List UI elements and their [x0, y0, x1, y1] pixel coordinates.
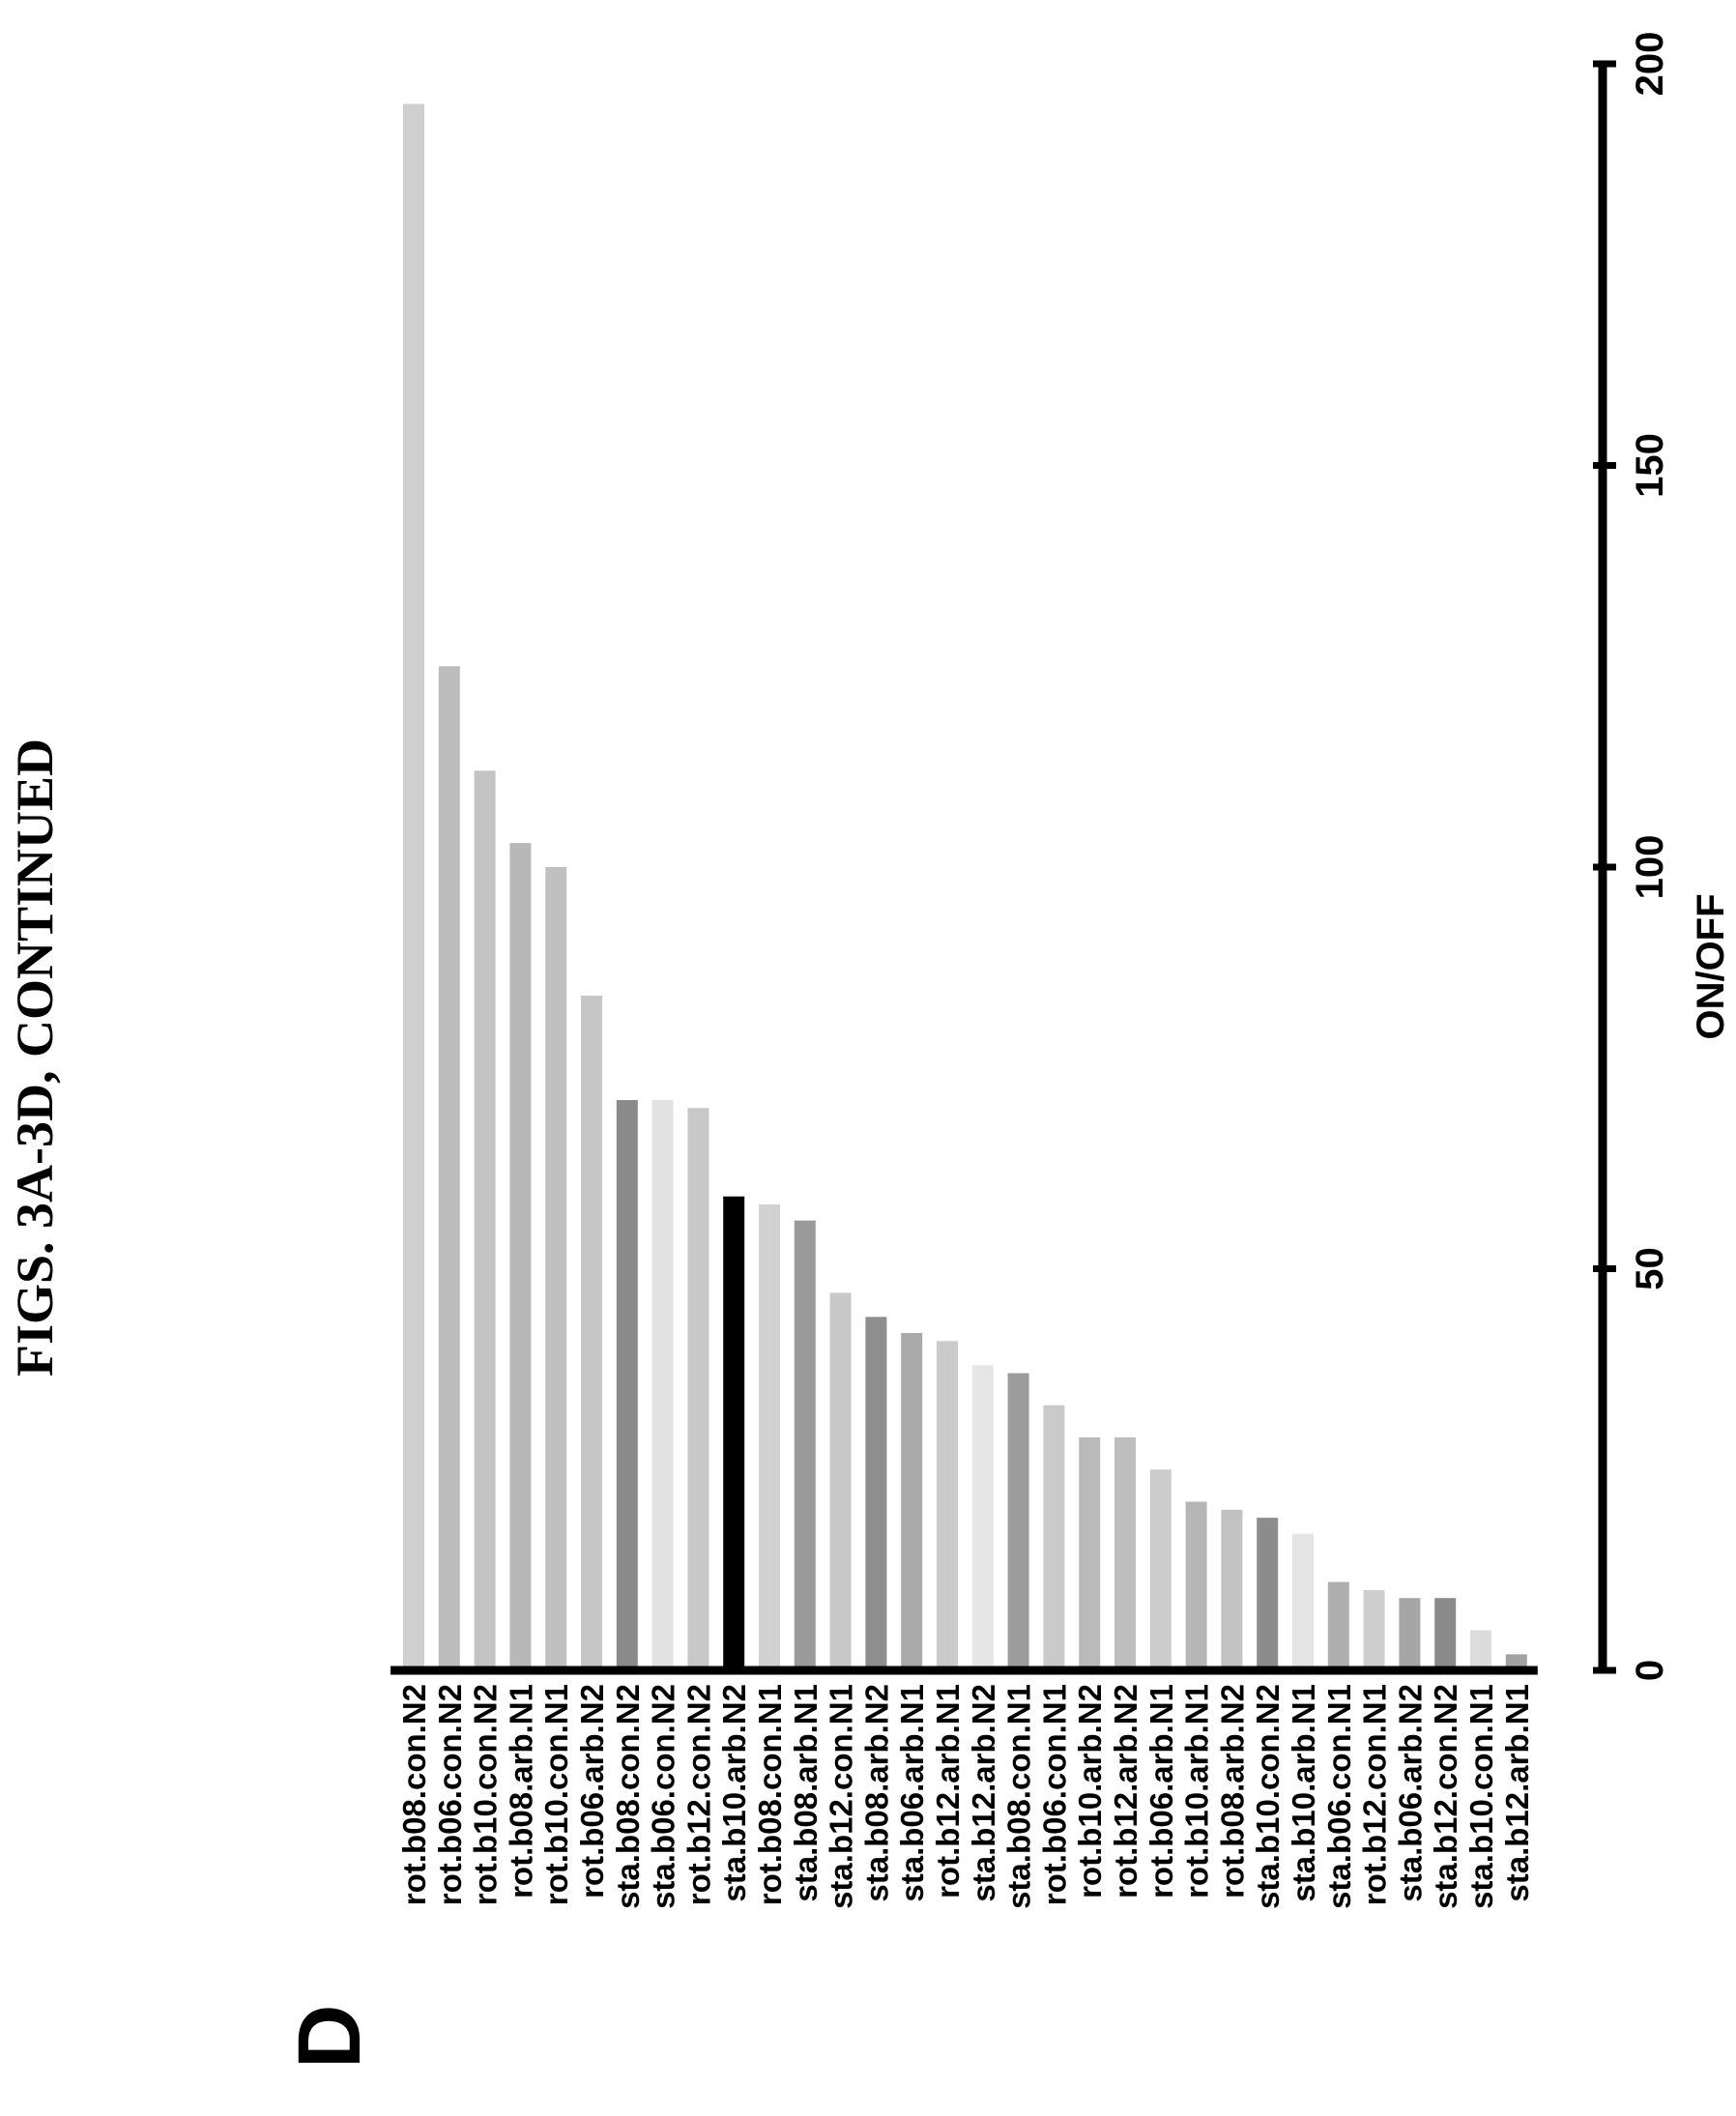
- category-label: sta.b12.con.N2: [1428, 1684, 1463, 1909]
- category-label: rot.b12.arb.N1: [930, 1684, 966, 1899]
- category-label: rot.b06.con.N1: [1036, 1684, 1072, 1905]
- category-label: sta.b10.con.N2: [1250, 1684, 1286, 1909]
- bar-rot.b10.arb.N2: [1079, 1437, 1101, 1670]
- category-label: sta.b08.arb.N1: [788, 1684, 824, 1902]
- bar-sta.b10.arb.N2: [723, 1196, 745, 1670]
- bar-sta.b08.arb.N1: [794, 1220, 816, 1670]
- bar-rot.b06.arb.N2: [581, 995, 602, 1670]
- axes-group: [391, 60, 1616, 1675]
- value-tick-label: 200: [1629, 32, 1671, 97]
- category-label: rot.b10.con.N1: [538, 1684, 574, 1905]
- value-tick-label: 0: [1629, 1660, 1671, 1681]
- category-label: sta.b10.arb.N2: [716, 1684, 752, 1902]
- category-label: sta.b06.con.N1: [1321, 1684, 1357, 1909]
- bar-sta.b08.con.N1: [1007, 1373, 1029, 1670]
- category-label: rot.b12.con.N1: [1357, 1684, 1393, 1905]
- category-label: rot.b10.arb.N2: [1072, 1684, 1108, 1899]
- category-label: rot.b12.con.N2: [680, 1684, 716, 1905]
- bar-rot.b10.con.N1: [545, 867, 567, 1670]
- value-tick-label: 150: [1629, 433, 1671, 498]
- category-label: rot.b10.arb.N1: [1179, 1684, 1215, 1899]
- bar-rot.b06.arb.N1: [1149, 1469, 1172, 1670]
- tick-labels-group: 0 50 100 150 200: [1629, 32, 1671, 1682]
- category-label: sta.b08.arb.N2: [858, 1684, 894, 1902]
- bar-rot.b06.con.N1: [1043, 1405, 1065, 1670]
- bar-sta.b12.con.N1: [829, 1292, 852, 1670]
- category-label: rot.b06.con.N2: [432, 1684, 468, 1905]
- category-labels-group: rot.b08.con.N2 rot.b06.con.N2 rot.b10.con.…: [396, 1684, 1535, 1909]
- bar-sta.b06.con.N1: [1327, 1581, 1349, 1670]
- bar-sta.b12.con.N2: [1434, 1598, 1457, 1670]
- bar-rot.b10.con.N2: [474, 770, 496, 1670]
- bar-sta.b08.con.N2: [616, 1099, 638, 1670]
- bar-sta.b10.arb.N1: [1292, 1533, 1314, 1670]
- category-label: rot.b08.con.N2: [396, 1684, 432, 1905]
- bar-rot.b08.arb.N1: [509, 843, 532, 1670]
- bar-sta.b06.con.N2: [651, 1099, 674, 1670]
- category-label: sta.b12.arb.N2: [966, 1684, 1001, 1902]
- bar-rot.b08.con.N1: [759, 1204, 780, 1670]
- bar-rot.b08.con.N2: [403, 103, 424, 1670]
- category-label: sta.b08.con.N2: [610, 1684, 646, 1909]
- bar-rot.b12.con.N2: [687, 1108, 709, 1670]
- bar-sta.b10.con.N2: [1257, 1518, 1279, 1670]
- bar-sta.b06.arb.N2: [1399, 1598, 1421, 1670]
- category-label: rot.b10.con.N2: [468, 1684, 504, 1905]
- category-label: rot.b08.arb.N1: [503, 1684, 538, 1899]
- category-label: sta.b06.con.N2: [646, 1684, 681, 1909]
- category-label: rot.b06.arb.N2: [574, 1684, 610, 1899]
- category-label: rot.b06.arb.N1: [1143, 1684, 1179, 1899]
- bar-sta.b12.arb.N2: [971, 1365, 994, 1670]
- category-label: sta.b10.con.N1: [1463, 1684, 1499, 1909]
- category-label: rot.b08.arb.N2: [1214, 1684, 1250, 1899]
- bar-rot.b12.con.N1: [1363, 1589, 1385, 1670]
- bar-sta.b06.arb.N1: [901, 1332, 923, 1670]
- bar-sta.b08.arb.N2: [865, 1317, 887, 1670]
- category-label: rot.b12.arb.N2: [1108, 1684, 1143, 1899]
- category-label: sta.b12.con.N1: [824, 1684, 859, 1909]
- category-label: sta.b10.arb.N1: [1286, 1684, 1321, 1902]
- category-label: sta.b06.arb.N2: [1392, 1684, 1428, 1902]
- bar-rot.b08.arb.N2: [1221, 1509, 1243, 1670]
- category-label: rot.b08.con.N1: [752, 1684, 788, 1905]
- category-label: sta.b06.arb.N1: [894, 1684, 930, 1902]
- bar-sta.b10.con.N1: [1470, 1630, 1491, 1670]
- bar-rot.b12.arb.N1: [937, 1341, 958, 1670]
- bar-rot.b12.arb.N2: [1114, 1437, 1136, 1670]
- category-label: sta.b12.arb.N1: [1499, 1684, 1535, 1902]
- category-label: sta.b08.con.N1: [1001, 1684, 1037, 1909]
- bar-rot.b10.arb.N1: [1185, 1501, 1207, 1670]
- x-axis-label: ON/OFF: [1690, 893, 1732, 1039]
- bars-group: [403, 103, 1527, 1670]
- value-tick-label: 100: [1629, 835, 1671, 900]
- value-tick-label: 50: [1629, 1247, 1671, 1290]
- bar-rot.b06.con.N2: [438, 666, 460, 1670]
